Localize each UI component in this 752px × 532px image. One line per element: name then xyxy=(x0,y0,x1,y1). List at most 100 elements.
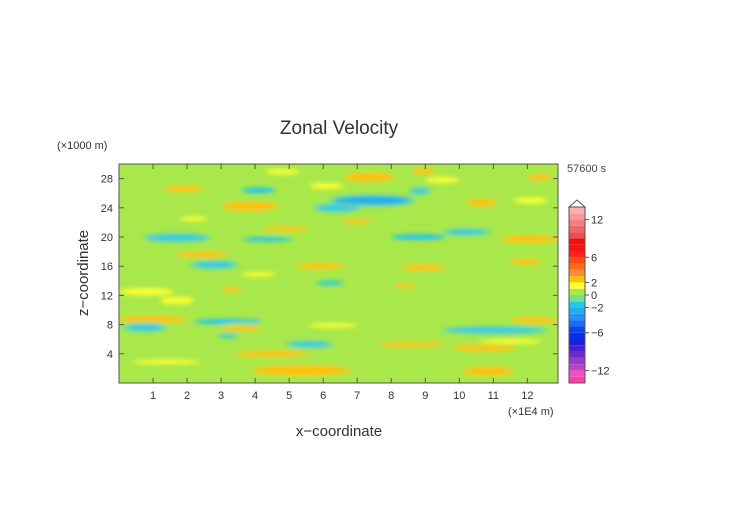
field-band xyxy=(241,187,276,194)
field-band xyxy=(261,226,310,232)
colorbar-swatch xyxy=(569,282,585,289)
y-tick-label: 4 xyxy=(107,349,113,361)
field-band xyxy=(466,199,497,207)
y-tick-label: 28 xyxy=(101,174,113,186)
colorbar-swatch xyxy=(569,332,585,339)
y-unit-label: (×1000 m) xyxy=(57,140,107,152)
colorbar-tick-label: −6 xyxy=(591,328,604,340)
colorbar-swatch xyxy=(569,320,585,327)
field-band xyxy=(119,288,174,296)
x-tick-label: 12 xyxy=(521,390,533,402)
colorbar-swatch xyxy=(569,257,585,264)
field-band xyxy=(445,229,487,235)
chart-title: Zonal Velocity xyxy=(280,118,399,139)
colorbar-swatch xyxy=(569,370,585,377)
field-band xyxy=(241,237,293,242)
field-band xyxy=(309,323,358,328)
y-tick-label: 16 xyxy=(101,261,113,273)
x-unit-label: (×1E4 m) xyxy=(508,406,554,418)
field-band xyxy=(377,342,446,347)
field-band xyxy=(234,350,310,357)
field-band xyxy=(125,324,164,331)
colorbar-swatch xyxy=(569,269,585,277)
colorbar-swatch xyxy=(569,244,585,251)
colorbar-swatch xyxy=(569,288,585,295)
y-tick-label: 12 xyxy=(101,290,113,302)
colorbar-swatch xyxy=(569,357,585,365)
colorbar: 12 6 20−2 −6 −12 xyxy=(567,199,610,384)
colorbar-swatch xyxy=(569,276,585,283)
field-band xyxy=(265,169,300,175)
field-band xyxy=(163,185,205,192)
field-band xyxy=(309,182,344,189)
colorbar-tick-label: 6 xyxy=(591,252,597,264)
colorbar-swatch xyxy=(569,364,585,371)
field-band xyxy=(500,235,558,243)
colorbar-swatch xyxy=(569,351,585,358)
plot-frame xyxy=(118,163,559,384)
field-band xyxy=(394,283,416,289)
field-band xyxy=(391,234,446,240)
colorbar-swatch xyxy=(569,307,585,314)
colorbar-swatch xyxy=(569,263,585,270)
field-band xyxy=(343,219,371,224)
field-band xyxy=(119,372,160,380)
colorbar-swatch xyxy=(569,225,585,233)
field-band xyxy=(411,168,436,175)
field-band xyxy=(176,251,228,258)
x-axis-ticks: 1 2 3 4 5 6 7 8 9 10 11 12 xyxy=(150,164,533,402)
field-band xyxy=(251,365,351,376)
x-tick-label: 9 xyxy=(422,390,428,402)
colorbar-tick-label: 0 xyxy=(591,290,597,302)
field-band xyxy=(401,264,446,271)
colorbar-swatch xyxy=(569,345,585,352)
field-band xyxy=(221,326,262,331)
field-band xyxy=(462,366,514,376)
plot-area xyxy=(118,163,559,384)
colorbar-swatch xyxy=(569,251,585,258)
colorbar-tick-label: −2 xyxy=(591,303,604,315)
colorbar-swatch xyxy=(569,213,585,220)
field-band xyxy=(343,172,395,182)
field-band xyxy=(241,272,276,277)
field-band xyxy=(221,201,279,211)
field-band xyxy=(180,216,208,221)
field-band xyxy=(132,359,201,365)
colorbar-swatch xyxy=(569,301,585,308)
colorbar-swatch xyxy=(569,219,585,226)
y-tick-label: 20 xyxy=(101,232,113,244)
x-tick-label: 7 xyxy=(354,390,360,402)
y-axis-ticks: 4 8 12 16 20 24 28 xyxy=(101,174,558,361)
x-axis-label: x−coordinate xyxy=(296,423,382,440)
field-band xyxy=(146,234,208,241)
x-tick-label: 5 xyxy=(286,390,292,402)
x-tick-label: 6 xyxy=(320,390,326,402)
field-band xyxy=(513,197,548,204)
field-band xyxy=(452,345,518,351)
field-band xyxy=(289,342,330,347)
field-band xyxy=(316,204,358,211)
x-tick-label: 11 xyxy=(488,390,499,402)
x-tick-label: 1 xyxy=(150,390,156,402)
field-band xyxy=(510,317,558,324)
field-band xyxy=(295,263,344,270)
velocity-field xyxy=(119,165,558,380)
field-band xyxy=(411,188,429,194)
colorbar-swatch xyxy=(569,232,585,239)
colorbar-swatch xyxy=(569,295,585,302)
x-tick-label: 8 xyxy=(388,390,394,402)
x-tick-label: 10 xyxy=(453,390,465,402)
y-tick-label: 8 xyxy=(107,320,113,332)
field-band xyxy=(445,327,545,333)
y-axis-label: z−coordinate xyxy=(75,230,92,316)
x-tick-label: 3 xyxy=(218,390,224,402)
colorbar-tick-label: −12 xyxy=(591,365,610,377)
time-label: 57600 s xyxy=(567,163,607,175)
y-tick-label: 24 xyxy=(101,203,113,215)
colorbar-swatch xyxy=(569,376,585,383)
field-band xyxy=(193,261,235,268)
colorbar-swatch xyxy=(569,339,585,346)
field-band xyxy=(217,334,239,338)
colorbar-tick-label: 12 xyxy=(591,215,603,227)
